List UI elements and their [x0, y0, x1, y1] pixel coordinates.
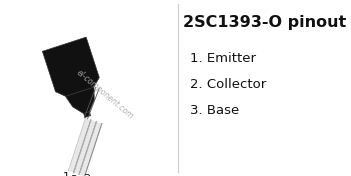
Polygon shape	[84, 112, 91, 117]
Text: 2SC1393-O pinout: 2SC1393-O pinout	[183, 14, 346, 30]
Text: el-component.com: el-component.com	[75, 69, 135, 121]
Text: 1: 1	[62, 172, 69, 176]
Polygon shape	[66, 87, 94, 114]
Text: 2: 2	[70, 175, 77, 176]
Text: 3. Base: 3. Base	[190, 103, 239, 117]
Polygon shape	[79, 122, 102, 176]
Text: 1. Emitter: 1. Emitter	[190, 52, 256, 64]
Text: 2. Collector: 2. Collector	[190, 77, 266, 90]
Polygon shape	[42, 37, 99, 96]
Polygon shape	[68, 118, 91, 173]
Polygon shape	[74, 120, 96, 174]
Text: 3: 3	[84, 174, 91, 176]
